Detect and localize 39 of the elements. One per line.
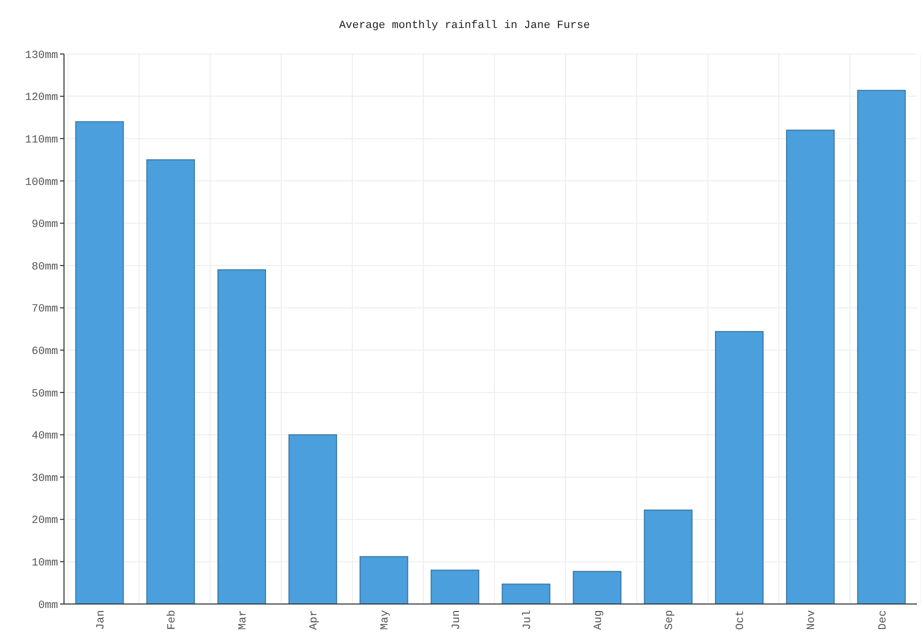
- x-tick-label: Jan: [95, 610, 108, 630]
- y-tick-label: 110mm: [24, 134, 58, 146]
- y-tick-label: 120mm: [24, 92, 58, 104]
- y-tick-label: 90mm: [32, 219, 58, 232]
- bar: [644, 510, 693, 604]
- bar: [786, 130, 835, 604]
- bar: [75, 121, 124, 604]
- x-tick-label: Sep: [664, 610, 676, 630]
- x-tick-label: May: [380, 610, 392, 630]
- x-tick-label: Aug: [592, 610, 605, 630]
- y-tick-label: 70mm: [32, 304, 58, 316]
- bar: [502, 584, 550, 604]
- y-tick-label: 10mm: [32, 558, 58, 570]
- bar: [146, 159, 195, 604]
- x-tick-label: Feb: [166, 610, 178, 630]
- chart-title: Average monthly rainfall in Jane Furse: [339, 20, 590, 32]
- x-tick-label: Dec: [877, 610, 890, 630]
- y-tick-label: 100mm: [24, 176, 58, 189]
- y-tick-label: 130mm: [24, 50, 58, 62]
- x-tick-label: Jun: [450, 610, 463, 630]
- bar: [714, 331, 764, 604]
- x-tick-label: Mar: [238, 610, 250, 630]
- y-tick-label: 50mm: [32, 388, 58, 400]
- y-tick-label: 20mm: [32, 515, 58, 528]
- x-tick-label: Oct: [735, 610, 748, 630]
- y-tick-label: 0mm: [38, 600, 58, 612]
- y-tick-label: 30mm: [32, 472, 58, 485]
- bar: [857, 90, 906, 604]
- x-tick-label: Nov: [806, 610, 818, 630]
- x-tick-label: Apr: [308, 610, 321, 630]
- y-tick-label: 80mm: [32, 261, 58, 274]
- bar: [430, 570, 480, 604]
- bar: [360, 556, 408, 604]
- y-tick-label: 40mm: [32, 430, 58, 443]
- y-tick-label: 60mm: [32, 346, 58, 358]
- bar: [288, 434, 338, 604]
- x-tick-label: Jul: [522, 610, 534, 630]
- bar: [217, 269, 266, 604]
- bar: [572, 570, 622, 604]
